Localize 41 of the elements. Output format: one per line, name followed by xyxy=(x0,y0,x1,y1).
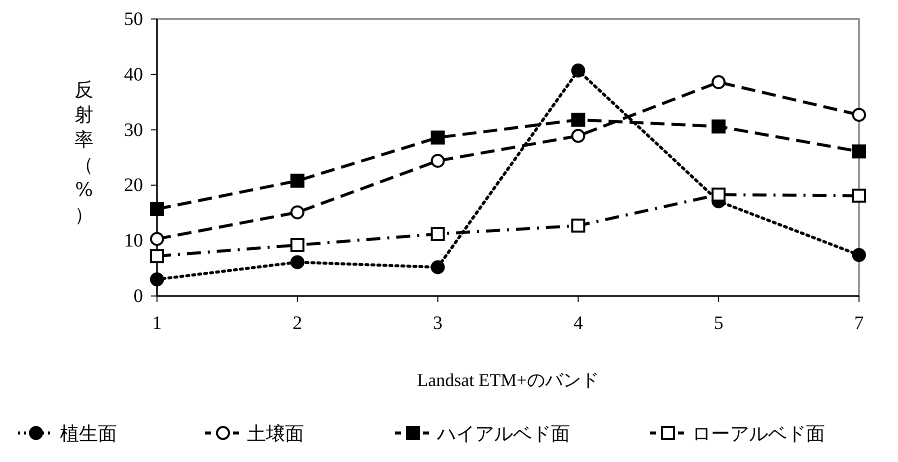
point xyxy=(290,255,304,270)
point xyxy=(430,226,445,241)
point xyxy=(290,238,304,252)
x-tick-label: 1 xyxy=(152,313,162,334)
point xyxy=(150,232,164,246)
x-tick-label: 5 xyxy=(714,313,724,334)
y-tick-label: 30 xyxy=(124,120,143,141)
x-tick-label: 7 xyxy=(854,313,864,334)
point xyxy=(290,205,304,220)
y-tick-label: 10 xyxy=(124,230,143,252)
point xyxy=(290,174,304,188)
point xyxy=(150,202,164,216)
point xyxy=(430,260,445,274)
legend-label: ハイアルベド面 xyxy=(436,423,570,445)
point xyxy=(571,128,586,143)
point xyxy=(712,119,726,134)
point xyxy=(852,188,866,203)
legend-label: 植生面 xyxy=(60,423,117,445)
point xyxy=(430,130,445,145)
y-axis-title: 反射率（%） xyxy=(74,79,94,226)
point xyxy=(571,64,586,78)
x-tick-label: 3 xyxy=(433,313,443,334)
point xyxy=(430,154,445,168)
legend-label: 土壌面 xyxy=(247,423,304,445)
point xyxy=(852,144,866,158)
point xyxy=(712,75,726,90)
y-tick-label: 50 xyxy=(124,9,143,30)
y-tick-label: 40 xyxy=(124,64,143,86)
point xyxy=(571,218,586,233)
point xyxy=(571,112,586,127)
x-tick-label: 2 xyxy=(292,313,302,334)
x-tick-label: 4 xyxy=(573,313,584,334)
point xyxy=(852,248,866,262)
x-axis-title: Landsat ETM+のバンド xyxy=(417,370,599,390)
y-tick-label: 0 xyxy=(134,286,143,307)
y-tick-label: 20 xyxy=(124,175,143,196)
point xyxy=(852,108,866,122)
point xyxy=(150,272,164,286)
point xyxy=(712,188,726,202)
legend-label: ローアルベド面 xyxy=(692,423,825,445)
point xyxy=(150,249,164,264)
